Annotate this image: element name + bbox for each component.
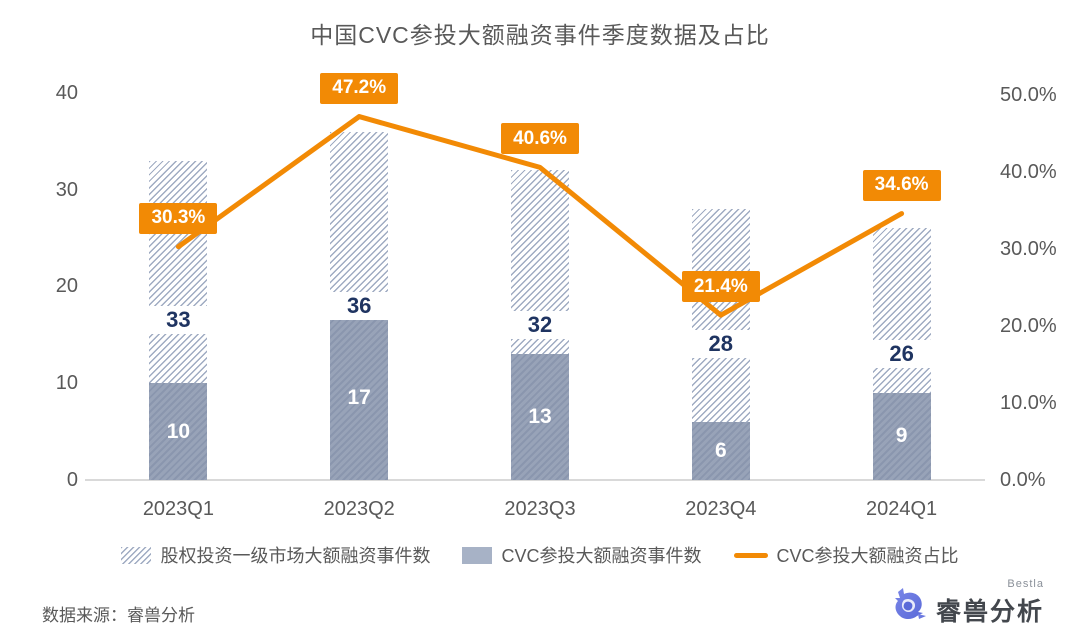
cvc-value-label: 17 [347, 385, 371, 409]
x-tick-label: 2023Q4 [685, 498, 757, 520]
x-tick-label: 2024Q1 [866, 498, 938, 520]
beast-logo-icon [894, 588, 926, 619]
x-tick-label: 2023Q1 [142, 498, 214, 520]
right-axis-tick: 50.0% [1000, 84, 1057, 106]
left-axis-tick: 10 [55, 372, 78, 395]
pct-point-label: 40.6% [501, 123, 579, 155]
left-axis-tick: 40 [55, 81, 78, 104]
pct-point-label: 47.2% [320, 72, 399, 104]
legend-label: CVC参投大额融资占比 [776, 546, 959, 566]
legend-hatch-swatch [121, 546, 152, 564]
total-value-label: 33 [135, 306, 222, 335]
bar-cvc [691, 421, 750, 480]
cvc-value-label: 6 [714, 438, 727, 462]
brand-logo: Bestla 睿兽分析 [890, 578, 1044, 628]
bar-cvc [149, 383, 208, 480]
logo-wordmark: Bestla 睿兽分析 [935, 578, 1044, 628]
legend-item: CVC参投大额融资占比 [733, 542, 959, 568]
right-axis-tick: 40.0% [1000, 161, 1057, 183]
pct-point-label: 34.6% [862, 169, 941, 201]
legend-label: CVC参投大额融资事件数 [501, 546, 702, 566]
legend-solid-swatch [462, 546, 493, 564]
total-value-label: 26 [858, 340, 945, 369]
left-axis-tick: 30 [55, 178, 78, 201]
right-axis-tick: 10.0% [1000, 392, 1057, 414]
x-tick-label: 2023Q3 [504, 498, 576, 520]
pct-line [175, 114, 905, 318]
right-axis-tick: 0.0% [1000, 469, 1046, 491]
legend-item: CVC参投大额融资事件数 [462, 542, 702, 568]
left-axis-tick: 0 [66, 469, 78, 491]
x-axis-line [85, 479, 985, 481]
total-value-label: 28 [677, 330, 764, 359]
right-axis-tick: 30.0% [1000, 238, 1057, 260]
legend-label: 股权投资一级市场大额融资事件数 [160, 546, 431, 566]
bar-cvc [872, 392, 931, 480]
bar-cvc [511, 354, 569, 480]
chart-title: 中国CVC参投大额融资事件季度数据及占比 [310, 22, 770, 48]
pct-point-label: 21.4% [681, 271, 760, 303]
cvc-value-label: 10 [166, 419, 191, 443]
right-axis-tick: 20.0% [1000, 315, 1057, 337]
source-note: 数据来源：睿兽分析 [42, 606, 195, 625]
cvc-value-label: 9 [895, 424, 908, 448]
left-axis-tick: 20 [55, 275, 78, 298]
legend-item: 股权投资一级市场大额融资事件数 [121, 542, 430, 568]
total-value-label: 36 [316, 291, 403, 320]
total-value-label: 32 [497, 311, 583, 340]
legend: 股权投资一级市场大额融资事件数 CVC参投大额融资事件数 CVC参投大额融资占比 [0, 542, 1080, 568]
cvc-value-label: 13 [528, 405, 552, 429]
bar-cvc [330, 315, 389, 480]
pct-point-label: 30.3% [139, 202, 218, 234]
logo-badge: Bestla [1007, 578, 1044, 590]
x-tick-label: 2023Q2 [323, 498, 395, 520]
logo-name: 睿兽分析 [935, 598, 1044, 626]
legend-line-swatch [733, 552, 768, 558]
